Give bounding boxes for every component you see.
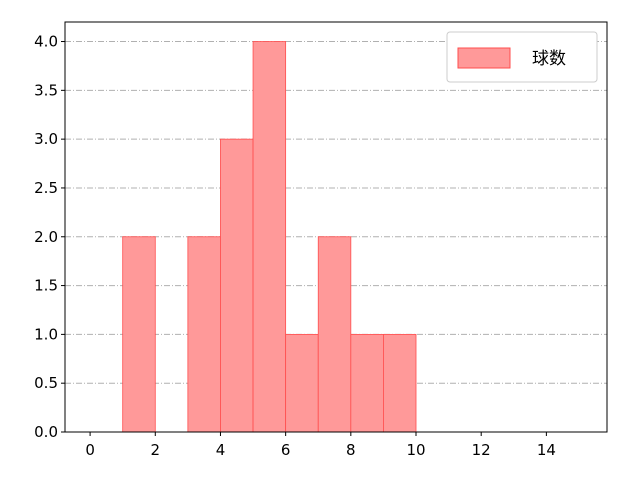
x-tick-label: 2 xyxy=(151,441,161,459)
histogram-bar xyxy=(220,138,254,433)
legend-frame xyxy=(446,31,598,83)
y-tick-label: 2.5 xyxy=(34,179,58,197)
x-tick-label: 14 xyxy=(537,441,556,459)
x-tick-label: 12 xyxy=(472,441,491,459)
x-tick-label: 0 xyxy=(85,441,95,459)
bars xyxy=(122,41,417,433)
legend: 球数 xyxy=(446,31,598,83)
y-tick-label: 3.0 xyxy=(34,130,58,148)
x-tick-label: 10 xyxy=(406,441,425,459)
x-tick-label: 8 xyxy=(346,441,356,459)
y-axis-ticks: 0.0 0.5 1.0 1.5 2.0 2.5 3.0 3.5 4.0 xyxy=(34,33,65,441)
histogram-bar xyxy=(252,41,287,433)
legend-label: 球数 xyxy=(532,49,566,69)
y-tick-label: 0.5 xyxy=(34,374,58,392)
x-tick-label: 6 xyxy=(281,441,291,459)
histogram-bar xyxy=(122,236,156,433)
histogram-bar xyxy=(285,333,319,433)
histogram-bar xyxy=(383,333,417,433)
x-tick-label: 4 xyxy=(216,441,226,459)
y-tick-label: 1.0 xyxy=(34,325,58,343)
y-tick-label: 3.5 xyxy=(34,81,58,99)
plot-frame xyxy=(64,21,608,433)
histogram-bar xyxy=(187,236,221,433)
y-tick-label: 2.0 xyxy=(34,228,58,246)
x-axis-ticks: 0 2 4 6 8 10 12 14 xyxy=(85,432,556,459)
legend-swatch xyxy=(457,47,511,69)
histogram-bar xyxy=(350,333,384,433)
y-tick-label: 4.0 xyxy=(34,33,58,51)
histogram-bar xyxy=(317,236,352,433)
y-tick-label: 1.5 xyxy=(34,277,58,295)
y-tick-label: 0.0 xyxy=(34,423,58,441)
